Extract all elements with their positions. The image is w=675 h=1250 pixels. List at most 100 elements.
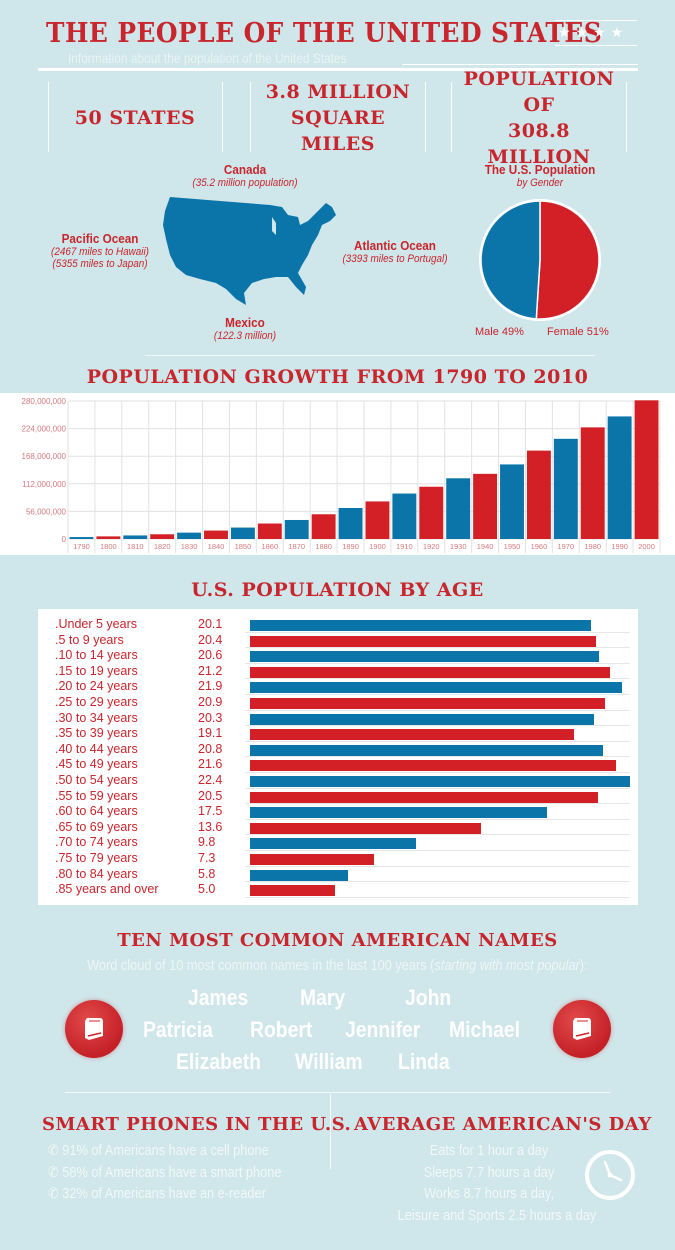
x-tick-label: 1970 xyxy=(557,542,574,551)
day-activity-item: Leisure and Sports 2.5 hours a day xyxy=(397,1207,597,1224)
age-bar xyxy=(250,885,335,897)
age-value-label: 19.1 xyxy=(198,726,223,741)
map-label-atlantic: Atlantic Ocean (3393 miles to Portugal) xyxy=(330,238,460,265)
age-value-label: 20.8 xyxy=(198,741,223,756)
map-label-pacific: Pacific Ocean (2467 miles to Hawaii) (53… xyxy=(30,231,170,270)
age-bar xyxy=(250,729,575,741)
age-bar xyxy=(250,760,617,772)
header-divider xyxy=(38,68,638,71)
age-label: .10 to 14 years xyxy=(55,648,138,663)
stat-line: 3.8 MILLION xyxy=(265,81,411,103)
age-value-label: 13.6 xyxy=(198,819,223,834)
x-tick-label: 1990 xyxy=(611,542,628,551)
age-gridline xyxy=(245,631,630,633)
growth-chart-panel: 0 56,000,000 112,000,000 168,000,000 224,000… xyxy=(0,393,675,555)
stat-population: POPULATION OF 308.8 MILLION xyxy=(453,68,625,168)
names-title: TEN MOST COMMON AMERICAN NAMES xyxy=(117,930,558,951)
clock-icon xyxy=(585,1150,635,1200)
book-button-right[interactable] xyxy=(553,1000,611,1058)
label-detail: (5355 miles to Japan) xyxy=(52,258,148,270)
bar-1900 xyxy=(365,501,390,539)
bar-1940 xyxy=(473,473,498,539)
book-icon xyxy=(85,1018,103,1040)
divider xyxy=(222,82,223,152)
name-word: Robert xyxy=(250,1017,313,1042)
age-gridline xyxy=(245,896,630,898)
bar-2000 xyxy=(634,400,659,539)
age-label: .55 to 59 years xyxy=(55,788,138,803)
age-label: .20 to 24 years xyxy=(55,679,138,694)
divider xyxy=(48,82,49,152)
age-gridline xyxy=(245,865,630,867)
age-value-label: 20.4 xyxy=(198,632,223,647)
age-bar xyxy=(250,822,481,834)
age-value-label: 5.0 xyxy=(198,882,216,897)
x-tick-label: 1870 xyxy=(288,542,305,551)
phone-icon: ✆ xyxy=(48,1143,59,1159)
age-gridline xyxy=(245,881,630,883)
age-value-label: 20.3 xyxy=(198,710,223,725)
divider xyxy=(425,82,426,152)
age-gridline xyxy=(245,834,630,836)
age-label: .5 to 9 years xyxy=(55,632,124,647)
usa-map-icon xyxy=(163,197,336,305)
phone-stat-item: ✆ 32% of Americans have an e-reader xyxy=(48,1186,266,1202)
bar-1790 xyxy=(69,537,94,539)
age-label: .75 to 79 years xyxy=(55,851,138,865)
bar-1870 xyxy=(284,519,309,539)
map-label-mexico: Mexico (122.3 million) xyxy=(190,315,300,342)
stars-decoration: ★★★★ xyxy=(558,24,629,40)
age-value-label: 21.9 xyxy=(198,679,223,694)
age-value-label: 7.3 xyxy=(198,851,216,865)
age-gridline xyxy=(245,849,630,851)
age-bar xyxy=(250,791,598,803)
age-label: .30 to 34 years xyxy=(55,710,138,725)
x-tick-label: 1920 xyxy=(423,542,440,551)
name-word: Elizabeth xyxy=(176,1049,261,1074)
age-gridline xyxy=(245,647,630,649)
age-bar xyxy=(250,651,600,663)
x-tick-label: 1960 xyxy=(531,542,548,551)
age-bar xyxy=(250,682,622,694)
age-gridline xyxy=(245,803,630,805)
age-label: .25 to 29 years xyxy=(55,695,138,709)
phone-icon: ✆ xyxy=(48,1164,59,1181)
phone-stat-text: 32% of Americans have an e-reader xyxy=(62,1186,266,1202)
age-bar xyxy=(250,635,597,647)
age-gridline xyxy=(245,787,630,789)
pie-label-female: Female 51% xyxy=(547,326,609,338)
x-tick-label: 1880 xyxy=(315,542,332,551)
age-value-label: 20.1 xyxy=(198,617,223,631)
bar-1840 xyxy=(204,530,228,539)
section-divider xyxy=(145,355,595,356)
y-tick-label: 112,000,000 xyxy=(22,480,66,489)
intro-plain: Word cloud of 10 most common names in th… xyxy=(87,958,435,974)
y-tick-label: 56,000,000 xyxy=(26,507,67,516)
pie-title: The U.S. Population by Gender xyxy=(470,162,610,189)
age-bar xyxy=(250,869,349,881)
y-tick-label: 0 xyxy=(62,535,67,544)
x-tick-label: 1910 xyxy=(396,542,413,551)
name-word: Linda xyxy=(398,1049,450,1074)
age-bar xyxy=(250,776,630,787)
book-button-left[interactable] xyxy=(65,1000,123,1058)
age-bar xyxy=(250,744,603,756)
stat-line: SQUARE MILES xyxy=(290,107,386,155)
label-detail: (35.2 million population) xyxy=(192,177,298,189)
age-value-label: 22.4 xyxy=(198,773,223,787)
gender-pie-chart xyxy=(479,199,601,321)
x-tick-label: 1900 xyxy=(369,542,386,551)
age-bar xyxy=(250,620,591,631)
age-bar xyxy=(250,854,374,865)
phone-stat-item: ✆ 58% of Americans have a smart phone xyxy=(48,1165,281,1181)
day-activity-item: Works 8.7 hours a day, xyxy=(423,1186,555,1202)
age-label: .80 to 84 years xyxy=(55,866,138,881)
x-tick-label: 1890 xyxy=(342,542,359,551)
day-title: AVERAGE AMERICAN'S DAY xyxy=(354,1114,652,1135)
x-tick-label: 1810 xyxy=(127,542,144,551)
x-tick-label: 1840 xyxy=(208,542,225,551)
age-bar xyxy=(250,713,595,725)
name-word: James xyxy=(188,985,249,1010)
book-icon xyxy=(573,1018,591,1040)
age-label: .70 to 74 years xyxy=(55,835,138,850)
